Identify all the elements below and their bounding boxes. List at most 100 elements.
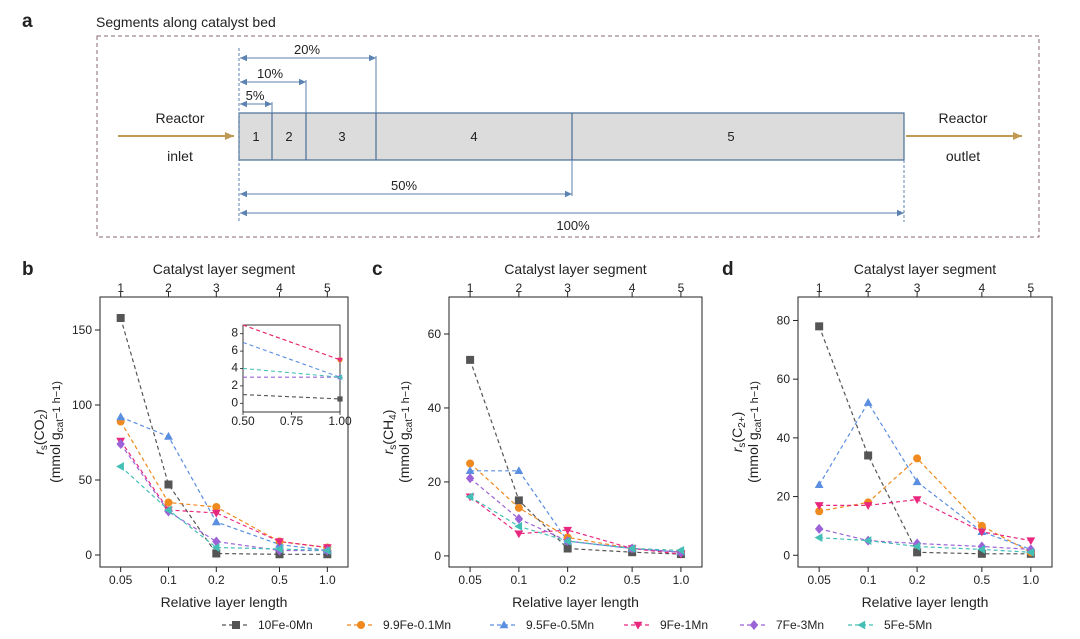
inset-data-point-10Fe-0Mn [337, 396, 343, 402]
y-axis-tick-label: 20 [777, 490, 791, 504]
data-point-9Fe-1Mn [814, 502, 824, 510]
y-axis-label: rs(C2+) [729, 412, 748, 453]
top-axis-tick-label: 3 [564, 281, 571, 295]
top-axis-tick-label: 2 [165, 281, 172, 295]
x-axis-label: Relative layer length [512, 594, 639, 610]
panel-letter: b [22, 259, 34, 280]
data-point-9Fe-1Mn [912, 496, 922, 505]
data-point-10Fe-0Mn [466, 355, 475, 364]
legend-label: 9Fe-1Mn [660, 618, 708, 632]
top-axis-tick-label: 4 [276, 281, 283, 295]
inset-y-tick-label: 0 [231, 395, 238, 409]
legend-marker-9.5Fe-0.5Mn [499, 620, 509, 629]
data-point-9.9Fe-0.1Mn [212, 503, 221, 511]
series-line-9.9Fe-0.1Mn [120, 421, 328, 549]
data-point-5Fe-5Mn [627, 544, 636, 553]
y-axis-tick-label: 0 [434, 549, 441, 563]
y-axis-tick-label: 0 [85, 548, 92, 562]
data-point-5Fe-5Mn [563, 536, 571, 546]
series-line-9Fe-1Mn [120, 440, 328, 549]
data-point-5Fe-5Mn [116, 462, 124, 471]
legend-marker-7Fe-3Mn [749, 620, 759, 630]
x-axis-tick-label: 0.5 [974, 573, 991, 587]
x-axis-tick-label: 0.1 [860, 573, 877, 587]
plot-frame [448, 296, 703, 568]
x-axis-tick-label: 0.05 [109, 573, 133, 587]
data-point-9.9Fe-0.1Mn [977, 521, 986, 530]
panel-letter-a: a [22, 11, 33, 32]
inset-y-tick-label: 6 [231, 343, 238, 357]
data-point-10Fe-0Mn [212, 549, 221, 558]
data-point-9Fe-1Mn [563, 526, 573, 535]
data-point-9.5Fe-0.5Mn [164, 431, 173, 440]
y-axis-units-label: (mmol gcat−1 h−1) [745, 381, 764, 483]
data-point-9Fe-1Mn [863, 502, 873, 510]
x-axis-tick-label: 0.5 [624, 573, 641, 587]
data-point-5Fe-5Mn [814, 533, 823, 543]
x-axis-tick-label: 0.1 [160, 573, 177, 587]
bed-frame [96, 35, 1040, 238]
top-axis-tick-label: 2 [516, 281, 523, 295]
data-point-5Fe-5Mn [274, 544, 283, 554]
inset-y-tick-label: 2 [231, 378, 238, 392]
data-point-9.5Fe-0.5Mn [514, 466, 524, 475]
data-point-5Fe-5Mn [514, 521, 523, 531]
y-axis-tick-label: 40 [428, 401, 442, 415]
legend-marker-9.9Fe-0.1Mn [357, 621, 365, 629]
top-axis-tick-label: 5 [1027, 281, 1034, 295]
series-line-7Fe-3Mn [120, 443, 328, 552]
data-point-5Fe-5Mn [912, 542, 921, 551]
data-point-5Fe-5Mn [465, 492, 474, 502]
inset-frame [242, 324, 341, 413]
y-axis-tick-label: 0 [783, 548, 790, 562]
top-axis-tick-label: 2 [865, 281, 872, 295]
data-point-5Fe-5Mn [1026, 547, 1035, 557]
data-point-10Fe-0Mn [864, 451, 873, 460]
dim-label-5pct: 5% [246, 88, 265, 103]
inset-series-line-9Fe-1Mn [242, 324, 341, 361]
top-axis-tick-label: 4 [629, 281, 636, 295]
data-point-7Fe-3Mn [912, 538, 922, 549]
segment-label-4: 4 [470, 129, 477, 144]
series-line-5Fe-5Mn [120, 466, 328, 552]
series-line-9.5Fe-0.5Mn [470, 470, 681, 553]
data-point-9.9Fe-0.1Mn [815, 507, 824, 516]
inset-y-tick-label: 4 [231, 361, 238, 375]
data-point-10Fe-0Mn [913, 548, 922, 557]
inset-data-point-9Fe-1Mn [337, 357, 343, 363]
series-line-5Fe-5Mn [469, 496, 681, 551]
data-point-5Fe-5Mn [676, 545, 685, 555]
data-point-9Fe-1Mn [977, 528, 987, 537]
x-axis-tick-label: 0.5 [271, 573, 288, 587]
y-axis-units-label: (mmol gcat−1 h−1) [396, 381, 415, 483]
x-axis-tick-label: 1.0 [1022, 573, 1039, 587]
panel-a: a Segments along catalyst bed Reactor in… [22, 11, 1040, 238]
data-point-9Fe-1Mn [211, 509, 221, 518]
dim-label-50pct: 50% [391, 178, 417, 193]
top-axis-label: Catalyst layer segment [153, 261, 296, 277]
inlet-label-top: Reactor [155, 110, 204, 126]
data-point-7Fe-3Mn [116, 439, 125, 449]
inset-series-line-9.5Fe-0.5Mn [242, 341, 341, 378]
legend-label: 9.9Fe-0.1Mn [383, 618, 451, 632]
data-point-9.5Fe-0.5Mn [863, 398, 873, 406]
legend-label: 5Fe-5Mn [884, 618, 932, 632]
segment-label-2: 2 [285, 129, 292, 144]
legend-marker-10Fe-0Mn [232, 621, 240, 629]
plot-frame [99, 296, 349, 568]
y-axis-tick-label: 20 [428, 475, 442, 489]
legend-marker-9Fe-1Mn [633, 621, 643, 630]
series-line-9.5Fe-0.5Mn [818, 401, 1032, 550]
data-point-9.5Fe-0.5Mn [912, 477, 922, 486]
data-point-5Fe-5Mn [163, 505, 172, 515]
series-line-5Fe-5Mn [819, 537, 1031, 553]
inset-x-tick-label: 0.50 [231, 414, 255, 428]
inset-x-tick-label: 1.00 [328, 414, 352, 428]
data-point-7Fe-3Mn [814, 523, 824, 534]
x-axis-tick-label: 1.0 [673, 573, 690, 587]
data-point-7Fe-3Mn [514, 513, 524, 524]
legend-label: 9.5Fe-0.5Mn [526, 618, 594, 632]
series-line-9.5Fe-0.5Mn [120, 416, 328, 552]
data-point-9Fe-1Mn [1026, 537, 1036, 546]
x-axis-tick-label: 0.2 [559, 573, 576, 587]
